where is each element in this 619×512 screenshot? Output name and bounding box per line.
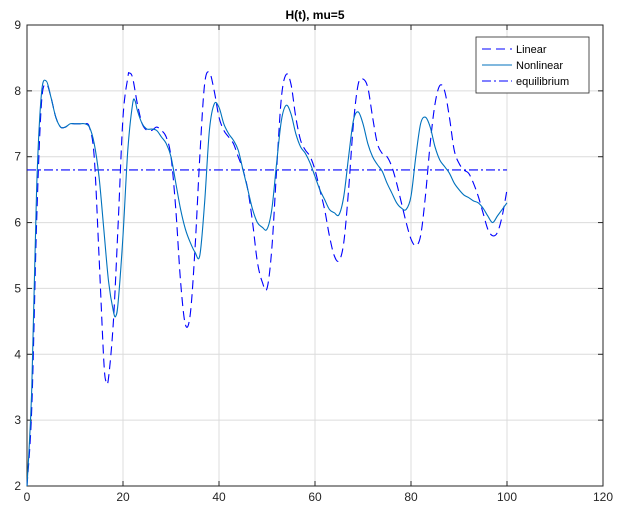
series bbox=[26, 71, 508, 487]
x-tick-label: 40 bbox=[212, 490, 226, 504]
legend-label: equilibrium bbox=[516, 76, 569, 88]
series-line-nonlinear bbox=[26, 79, 508, 487]
x-tick-label: 20 bbox=[116, 490, 130, 504]
legend-label: Nonlinear bbox=[516, 60, 563, 72]
y-tick-label: 7 bbox=[14, 150, 21, 164]
x-tick-label: 80 bbox=[404, 490, 418, 504]
y-tick-label: 8 bbox=[14, 84, 21, 98]
y-tick-label: 3 bbox=[14, 413, 21, 427]
chart-title: H(t), mu=5 bbox=[285, 8, 344, 22]
x-tick-label: 120 bbox=[593, 490, 613, 504]
x-tick-label: 100 bbox=[497, 490, 517, 504]
y-tick-label: 9 bbox=[14, 18, 21, 32]
series-line-linear bbox=[26, 71, 508, 487]
y-tick-label: 5 bbox=[14, 281, 21, 295]
x-tick-label: 0 bbox=[24, 490, 31, 504]
y-tick-label: 4 bbox=[14, 347, 21, 361]
y-tick-label: 6 bbox=[14, 216, 21, 230]
axes-ticks: 0 20 40 60 80 100 120 2 3 4 5 6 7 8 9 bbox=[14, 18, 613, 504]
legend-label: Linear bbox=[516, 44, 547, 56]
legend: Linear Nonlinear equilibrium bbox=[475, 36, 590, 94]
x-tick-label: 60 bbox=[308, 490, 322, 504]
y-tick-label: 2 bbox=[14, 479, 21, 493]
